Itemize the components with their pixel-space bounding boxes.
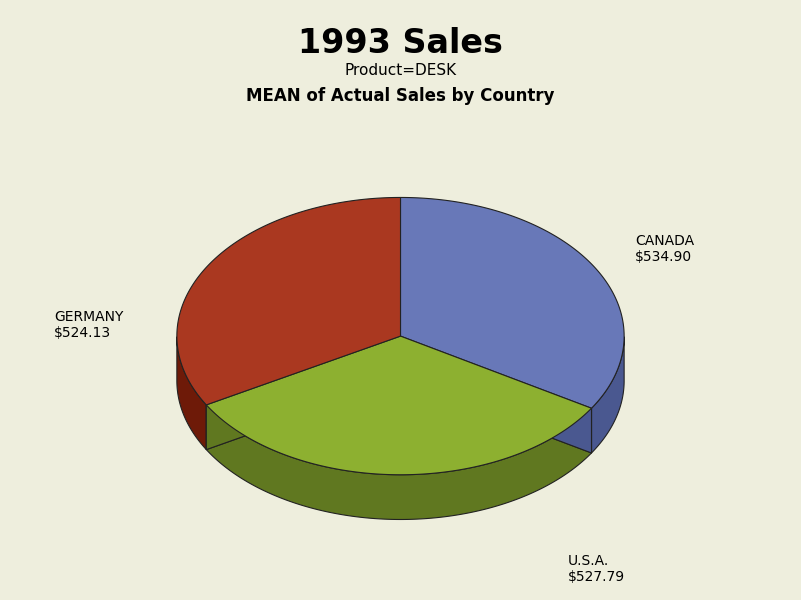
Text: U.S.A.
$527.79: U.S.A. $527.79 [568, 554, 626, 584]
Polygon shape [207, 405, 591, 520]
Polygon shape [207, 336, 400, 449]
Polygon shape [591, 337, 624, 453]
Polygon shape [207, 336, 591, 475]
Polygon shape [400, 336, 591, 453]
Text: MEAN of Actual Sales by Country: MEAN of Actual Sales by Country [246, 87, 555, 105]
Text: GERMANY
$524.13: GERMANY $524.13 [54, 310, 123, 340]
Polygon shape [177, 337, 207, 449]
Polygon shape [207, 336, 400, 449]
Text: Product=DESK: Product=DESK [344, 63, 457, 78]
Text: 1993 Sales: 1993 Sales [298, 27, 503, 60]
Text: CANADA
$534.90: CANADA $534.90 [635, 233, 694, 264]
Polygon shape [400, 197, 624, 408]
Polygon shape [400, 336, 591, 453]
Polygon shape [177, 197, 400, 405]
